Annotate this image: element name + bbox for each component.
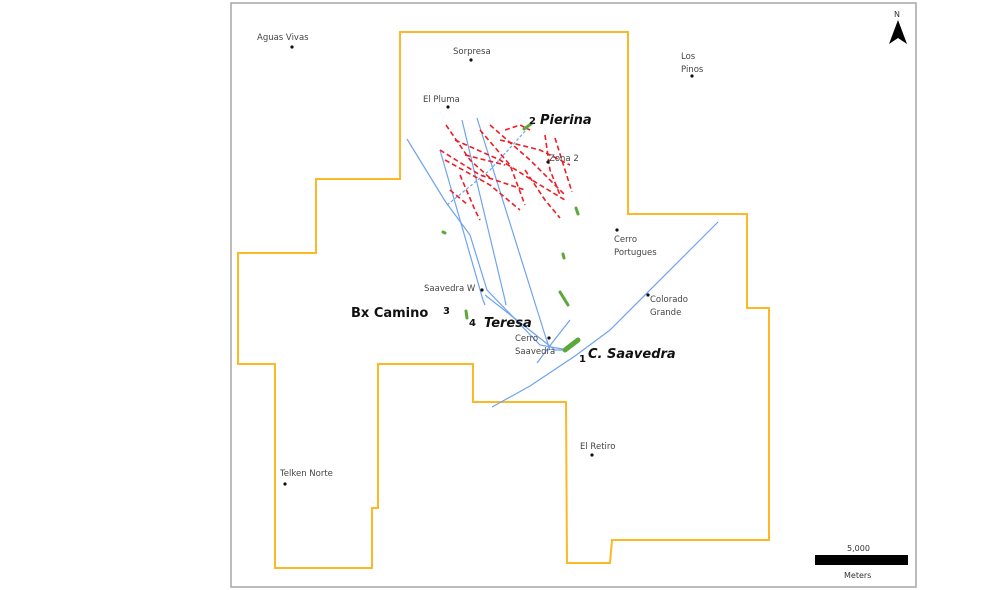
north-arrow-icon: [889, 20, 907, 44]
place-markers: [283, 45, 694, 486]
property-boundary: [237, 31, 770, 569]
project-bx-camino: Bx Camino: [351, 306, 428, 321]
north-label: N: [894, 10, 900, 19]
place-cerro-portugues-2: Portugues: [614, 248, 657, 258]
structures: [406, 117, 719, 408]
project-number-3: 3: [443, 306, 450, 317]
place-pinos: Pinos: [681, 65, 704, 75]
place-cerro-portugues-1: Cerro: [614, 235, 637, 245]
place-cerro-saavedra-2: Saavedra: [515, 347, 555, 357]
scale-bar: 5,000 Meters: [815, 544, 908, 580]
place-zona-2: Zona 2: [549, 154, 579, 164]
scale-bar-graphic: [815, 555, 908, 565]
outcrops: [441, 122, 581, 353]
place-telken-norte: Telken Norte: [279, 469, 333, 479]
project-c-saavedra: C. Saavedra: [588, 347, 676, 362]
north-arrow: N: [889, 10, 907, 44]
place-el-retiro: El Retiro: [580, 442, 615, 452]
place-sorpresa: Sorpresa: [453, 47, 491, 57]
map-frame: [230, 2, 917, 588]
scale-value: 5,000: [847, 544, 870, 553]
project-pierina: Pierina: [540, 113, 592, 128]
place-el-pluma: El Pluma: [423, 95, 460, 105]
place-los: Los: [681, 52, 696, 62]
project-number-1: 1: [579, 354, 586, 365]
project-number-4: 4: [469, 318, 476, 329]
place-saavedra-w: Saavedra W: [424, 284, 476, 294]
place-cerro-saavedra-1: Cerro: [515, 334, 538, 344]
veins: [439, 124, 573, 221]
place-colorado-2: Grande: [650, 308, 681, 318]
place-aguas-vivas: Aguas Vivas: [257, 33, 309, 43]
project-number-2: 2: [529, 116, 536, 127]
place-colorado-1: Colorado: [650, 295, 688, 305]
project-teresa: Teresa: [484, 316, 532, 331]
scale-unit: Meters: [844, 571, 871, 580]
